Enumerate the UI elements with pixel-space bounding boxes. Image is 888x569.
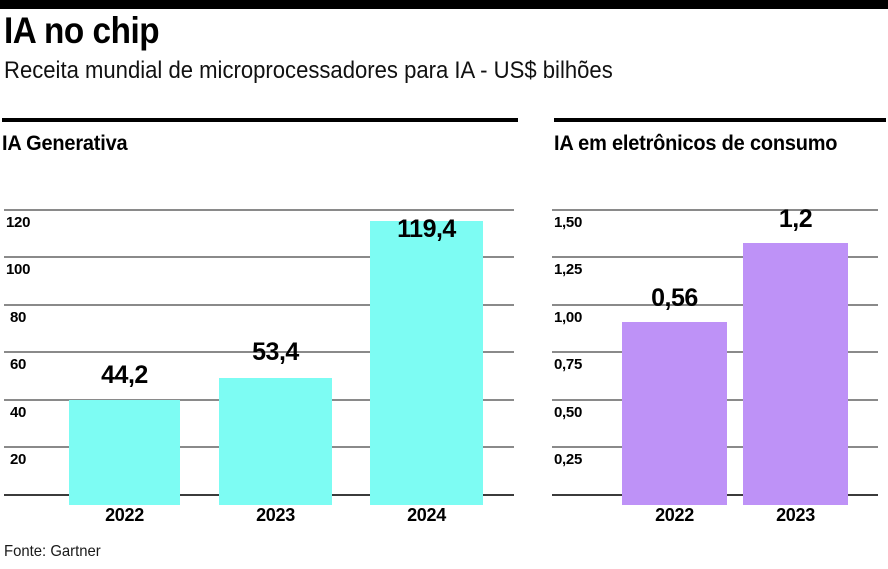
- chart-generative-ai: 120 100 80 60 40 20 44,2 53,4 119,4 2022…: [0, 205, 518, 525]
- top-black-bar: [0, 0, 888, 9]
- value-label-consumer-2023: 1,2: [778, 205, 813, 233]
- gridline-1-25: [552, 256, 878, 258]
- page-title: IA no chip: [4, 10, 160, 51]
- ytick-left-4: 40: [10, 404, 27, 421]
- ytick-left-0: 120: [6, 214, 31, 231]
- gridline-1-00: [552, 304, 878, 306]
- bar-generative-2024: [370, 221, 483, 505]
- chart-consumer-electronics-ai: 1,50 1,25 1,00 0,75 0,50 0,25 0,56 1,2 2…: [548, 205, 888, 525]
- ytick-right-0: 1,50: [554, 214, 582, 231]
- page-subtitle: Receita mundial de microprocessadores pa…: [4, 57, 613, 84]
- xtick-generative-2024: 2024: [407, 505, 446, 525]
- xtick-consumer-2023: 2023: [776, 505, 815, 525]
- ytick-left-2: 80: [10, 309, 27, 326]
- gridline-60: [4, 351, 514, 353]
- panel-generative-ai: IA Generativa: [2, 118, 518, 156]
- ytick-left-3: 60: [10, 356, 27, 373]
- xtick-consumer-2022: 2022: [655, 505, 694, 525]
- ytick-right-4: 0,50: [554, 404, 582, 421]
- ytick-right-1: 1,25: [554, 261, 582, 278]
- source-note: Fonte: Gartner: [4, 543, 101, 560]
- ytick-right-5: 0,25: [554, 451, 582, 468]
- gridline-100: [4, 256, 514, 258]
- panel-rule-right: [554, 118, 886, 122]
- bar-consumer-2023: [743, 243, 848, 505]
- value-label-generative-2023: 53,4: [252, 338, 299, 366]
- value-label-generative-2024: 119,4: [397, 215, 456, 243]
- ytick-left-1: 100: [6, 261, 31, 278]
- panel-title-generative-ai: IA Generativa: [2, 132, 128, 155]
- xtick-generative-2023: 2023: [256, 505, 295, 525]
- bar-generative-2023: [219, 378, 332, 505]
- value-label-consumer-2022: 0,56: [651, 284, 698, 312]
- ytick-right-3: 0,75: [554, 356, 582, 373]
- value-label-generative-2022: 44,2: [101, 361, 148, 389]
- gridline-120: [4, 209, 514, 211]
- bar-generative-2022: [69, 400, 180, 505]
- panel-consumer-electronics-ai: IA em eletrônicos de consumo: [554, 118, 886, 156]
- ytick-right-2: 1,00: [554, 309, 582, 326]
- panel-rule-left: [2, 118, 518, 122]
- gridline-1-50: [552, 209, 878, 211]
- panel-title-consumer-electronics-ai: IA em eletrônicos de consumo: [554, 132, 838, 155]
- xtick-generative-2022: 2022: [105, 505, 144, 525]
- ytick-left-5: 20: [10, 451, 27, 468]
- gridline-80: [4, 304, 514, 306]
- bar-consumer-2022: [622, 322, 727, 505]
